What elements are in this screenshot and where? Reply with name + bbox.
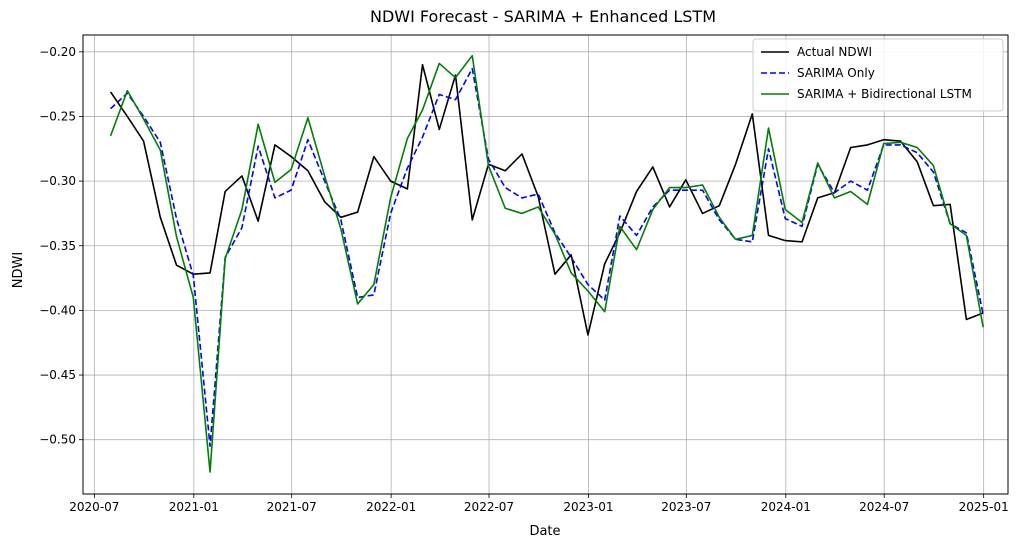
legend-label: Actual NDWI [797, 45, 872, 59]
legend: Actual NDWI SARIMA Only SARIMA + Bidirecti… [752, 38, 1004, 112]
chart-title: NDWI Forecast - SARIMA + Enhanced LSTM [370, 7, 716, 26]
x-tick-label: 2022-01 [366, 500, 416, 514]
y-tick-label: −0.50 [39, 433, 76, 447]
plot-frame [82, 34, 1009, 495]
series-lines [109, 54, 984, 473]
series-line-2 [109, 54, 984, 473]
x-tick-label: 2020-07 [69, 500, 119, 514]
x-tick-label: 2024-07 [859, 500, 909, 514]
y-tick-label: −0.25 [39, 109, 76, 123]
x-tick-label: 2021-01 [169, 500, 219, 514]
y-tick-label: −0.45 [39, 368, 76, 382]
x-tick-label: 2023-07 [661, 500, 711, 514]
x-axis-ticks: 2020-07 2021-01 2021-07 2022-01 2022-07 2023-… [69, 494, 1009, 514]
legend-label: SARIMA + Bidirectional LSTM [797, 87, 972, 101]
y-tick-label: −0.30 [39, 174, 76, 188]
x-tick-label: 2024-01 [761, 500, 811, 514]
x-tick-label: 2021-07 [267, 500, 317, 514]
legend-box [752, 38, 1004, 112]
y-tick-label: −0.35 [39, 239, 76, 253]
x-tick-label: 2023-01 [563, 500, 613, 514]
x-axis-label: Date [529, 524, 560, 539]
y-axis-ticks: −0.50 −0.45 −0.40 −0.35 −0.30 −0.25 −0.20 [39, 45, 83, 447]
y-tick-label: −0.40 [39, 303, 76, 317]
series-line-1 [110, 67, 984, 447]
y-tick-label: −0.20 [39, 45, 76, 59]
grid-lines [83, 35, 1008, 494]
legend-label: SARIMA Only [797, 66, 875, 80]
x-tick-label: 2025-01 [959, 500, 1009, 514]
series-line-0 [109, 63, 984, 336]
x-tick-label: 2022-07 [464, 500, 514, 514]
y-axis-label: NDWI [11, 252, 26, 288]
